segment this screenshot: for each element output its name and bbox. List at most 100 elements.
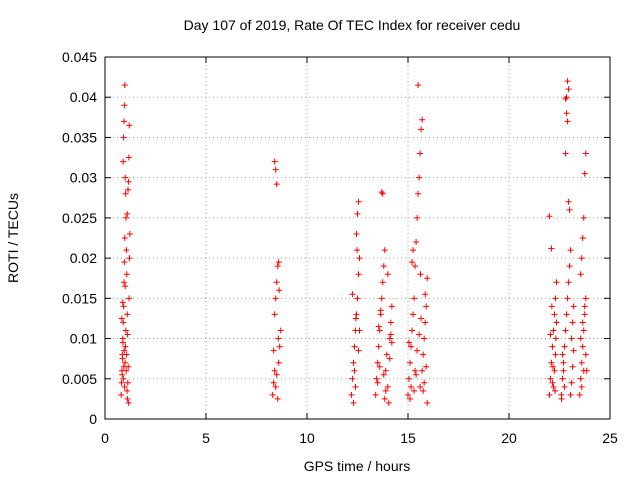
data-point (122, 327, 129, 334)
data-point (385, 399, 392, 406)
data-point (349, 291, 356, 298)
data-point (271, 367, 278, 374)
data-point (415, 190, 422, 197)
data-point (569, 363, 576, 370)
data-point (550, 363, 557, 370)
data-point (120, 158, 127, 165)
data-point (563, 94, 570, 101)
data-point (579, 343, 586, 350)
data-point (375, 343, 382, 350)
data-points (118, 78, 590, 406)
data-point (386, 335, 393, 342)
data-point (122, 283, 129, 290)
y-tick-label: 0 (89, 411, 97, 427)
chart-title: Day 107 of 2019, Rate Of TEC Index for r… (184, 17, 521, 33)
data-point (414, 347, 421, 354)
data-point (120, 118, 127, 125)
data-point (559, 375, 566, 382)
data-point (126, 295, 133, 302)
data-point (376, 327, 383, 334)
data-point (378, 295, 385, 302)
data-point (356, 255, 363, 262)
data-point (581, 303, 588, 310)
data-point (118, 391, 125, 398)
data-point (125, 186, 132, 193)
data-point (577, 271, 584, 278)
data-point (273, 371, 280, 378)
data-point (277, 327, 284, 334)
data-point (565, 198, 572, 205)
data-point (380, 263, 387, 270)
data-point (384, 383, 391, 390)
data-point (423, 303, 430, 310)
data-point (356, 327, 363, 334)
data-point (351, 343, 358, 350)
data-point (355, 271, 362, 278)
data-point (121, 359, 128, 366)
data-point (374, 359, 381, 366)
data-point (568, 335, 575, 342)
grid-lines (105, 57, 610, 419)
data-point (563, 110, 570, 117)
data-point (270, 347, 277, 354)
data-point (122, 343, 129, 350)
data-point (386, 355, 393, 362)
data-point (563, 311, 570, 318)
data-point (120, 279, 127, 286)
data-point (412, 263, 419, 270)
data-point (376, 363, 383, 370)
y-tick-label: 0.035 (62, 129, 97, 145)
data-point (275, 259, 282, 266)
y-tick-label: 0.045 (62, 49, 97, 65)
data-point (125, 399, 132, 406)
data-point (423, 363, 430, 370)
data-point (407, 359, 414, 366)
data-point (381, 395, 388, 402)
data-point (381, 247, 388, 254)
data-point (564, 78, 571, 85)
data-point (424, 399, 431, 406)
data-point (547, 331, 554, 338)
data-point (552, 335, 559, 342)
data-point (577, 335, 584, 342)
data-point (565, 279, 572, 286)
data-point (379, 190, 386, 197)
data-point (548, 245, 555, 252)
data-point (274, 263, 281, 270)
data-point (354, 247, 361, 254)
data-point (124, 210, 131, 217)
data-point (418, 315, 425, 322)
data-point (348, 391, 355, 398)
data-point (120, 303, 127, 310)
data-point (422, 291, 429, 298)
data-point (351, 367, 358, 374)
data-point (416, 174, 423, 181)
data-point (561, 343, 568, 350)
data-point (420, 351, 427, 358)
data-point (118, 315, 125, 322)
data-point (271, 158, 278, 165)
data-point (548, 359, 555, 366)
data-point (123, 351, 130, 358)
data-point (580, 327, 587, 334)
data-point (275, 335, 282, 342)
data-point (570, 303, 577, 310)
axis-ticks: 0 0.005 0.01 0.015 0.02 0.025 0.03 0.035 0.04 0.0… (62, 49, 618, 446)
data-point (121, 383, 128, 390)
data-point (578, 383, 585, 390)
data-point (383, 351, 390, 358)
data-point (549, 379, 556, 386)
data-point (119, 355, 126, 362)
data-point (579, 319, 586, 326)
data-point (125, 363, 132, 370)
data-point (350, 359, 357, 366)
data-point (409, 259, 416, 266)
plot-frame (104, 56, 611, 420)
data-point (578, 255, 585, 262)
data-point (561, 383, 568, 390)
data-point (377, 307, 384, 314)
data-point (410, 311, 417, 318)
data-point (126, 230, 133, 237)
data-point (582, 351, 589, 358)
data-point (124, 395, 131, 402)
